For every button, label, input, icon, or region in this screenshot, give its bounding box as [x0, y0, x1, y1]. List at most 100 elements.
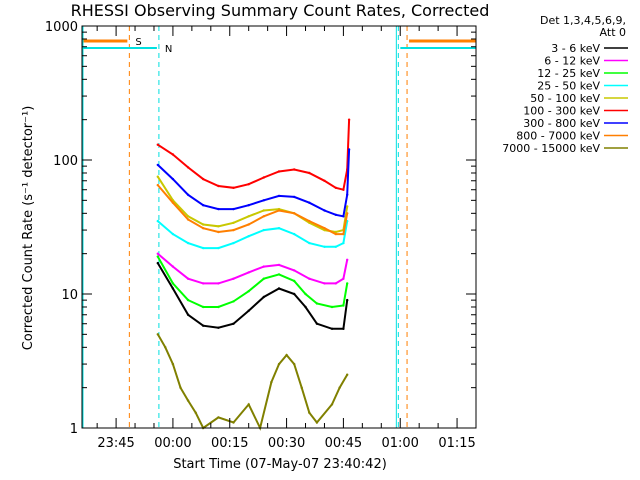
series-1-point-0: [156, 252, 159, 255]
series-2-point-9: [293, 279, 296, 283]
series-4-point-5: [232, 221, 235, 224]
legend-label-0: 3 - 6 keV: [551, 42, 600, 55]
series-2-point-4: [217, 305, 220, 309]
series-0-point-1: [171, 287, 175, 290]
legend-label-8: 7000 - 15000 keV: [502, 142, 600, 155]
series-3-point-10: [308, 241, 311, 245]
series-8-point-9: [247, 403, 250, 406]
series-8-point-19: [338, 386, 341, 389]
series-5-point-9: [293, 168, 296, 171]
series-8-point-3: [179, 386, 182, 389]
series-7-point-6: [247, 223, 250, 226]
series-7-point-9: [293, 212, 296, 215]
series-5-point-5: [232, 186, 235, 189]
series-8-point-16: [308, 411, 311, 414]
series-7-point-7: [262, 215, 265, 218]
series-7-point-4: [217, 230, 220, 234]
series-0-point-12: [330, 327, 334, 330]
legend-label-7: 800 - 7000 keV: [516, 130, 600, 143]
series-0-point-0: [156, 261, 159, 265]
series-6-point-14: [346, 193, 349, 196]
y-tick-label-3: 1000: [45, 20, 78, 35]
series-4-point-14: [346, 205, 349, 208]
series-7-point-2: [186, 218, 190, 221]
y-tick-label-2: 100: [53, 154, 78, 169]
plot-area: S N 23:45 00:00 00:15 00:30 00:45 01:00 01:15 1 10…: [45, 20, 477, 451]
series-8-point-11: [270, 380, 273, 384]
series-1-point-3: [202, 282, 205, 285]
series-0-point-3: [202, 324, 205, 327]
series-8-point-7: [217, 416, 220, 419]
x-tick-label-3: 00:30: [268, 436, 305, 451]
legend-label-3: 25 - 50 keV: [537, 80, 600, 93]
series-2-point-10: [304, 292, 307, 296]
series-2-point-0: [156, 255, 159, 258]
series-0-point-7: [262, 295, 265, 299]
series-4-point-0: [156, 175, 159, 178]
series-6-point-15: [347, 148, 351, 151]
series-5-point-7: [262, 176, 265, 179]
x-tick-label-5: 01:00: [381, 436, 418, 451]
series-6-point-9: [293, 195, 296, 199]
series-1-point-4: [217, 282, 220, 285]
series-1-point-12: [334, 282, 337, 285]
series-3-point-6: [247, 235, 250, 238]
series-8-point-13: [285, 353, 288, 357]
y-axis-label: Corrected Count Rate (s⁻¹ detector⁻¹): [21, 106, 36, 351]
series-2-point-1: [171, 282, 175, 285]
series-0-point-2: [186, 313, 190, 316]
series-5-point-3: [202, 177, 205, 181]
series-1-point-10: [308, 277, 311, 280]
series-line-8: [156, 333, 349, 431]
series-6-point-4: [217, 207, 220, 211]
series-8-point-2: [171, 362, 175, 366]
series-5-point-6: [247, 183, 250, 186]
series-0-point-14: [346, 298, 349, 302]
series-8-point-8: [232, 421, 235, 424]
x-axis-label: Start Time (07-May-07 23:40:42): [173, 457, 387, 472]
legend-label-4: 50 - 100 keV: [530, 92, 600, 105]
series-1-point-6: [247, 271, 250, 274]
series-4-point-12: [334, 230, 337, 234]
series-5-point-15: [347, 118, 351, 121]
series-8-point-5: [194, 411, 197, 414]
series-8-point-4: [186, 399, 190, 402]
series-7-point-8: [277, 209, 281, 212]
series-8-point-15: [300, 386, 303, 389]
series-3-point-5: [232, 241, 235, 245]
series-7-point-12: [334, 232, 337, 236]
series-6-point-8: [277, 194, 281, 198]
series-8-point-14: [293, 362, 296, 366]
legend-label-1: 6 - 12 keV: [544, 55, 600, 68]
series-3-point-4: [217, 246, 220, 250]
series-4-point-4: [217, 225, 220, 228]
series-4-point-3: [202, 223, 205, 226]
series-4-point-6: [247, 215, 250, 218]
series-7-point-10: [308, 219, 311, 223]
series-1-point-1: [171, 265, 175, 268]
series-3-point-9: [293, 232, 296, 236]
x-tick-label-2: 00:15: [211, 436, 248, 451]
series-2-point-8: [277, 273, 281, 276]
series-2-point-13: [342, 304, 345, 307]
series-6-point-1: [171, 177, 175, 181]
series-3-point-7: [262, 228, 265, 232]
series-2-point-6: [247, 290, 250, 293]
series-line-0: [156, 262, 349, 330]
series-7-point-1: [171, 201, 175, 204]
series-6-point-11: [323, 209, 326, 212]
series-3-point-12: [334, 245, 337, 248]
series-0-point-13: [342, 327, 345, 330]
series-5-point-12: [334, 186, 337, 189]
series-8-point-20: [346, 373, 349, 376]
series-7-point-3: [202, 227, 205, 230]
series-6-point-13: [342, 215, 345, 218]
series-1-point-13: [342, 277, 345, 280]
series-8-point-17: [315, 421, 319, 424]
series-3-point-3: [202, 246, 205, 250]
series-1-point-5: [232, 277, 235, 280]
legend-header-line-0: Det 1,3,4,5,6,9,: [540, 14, 626, 27]
series-8-point-1: [164, 346, 167, 349]
series-6-point-0: [156, 163, 159, 167]
